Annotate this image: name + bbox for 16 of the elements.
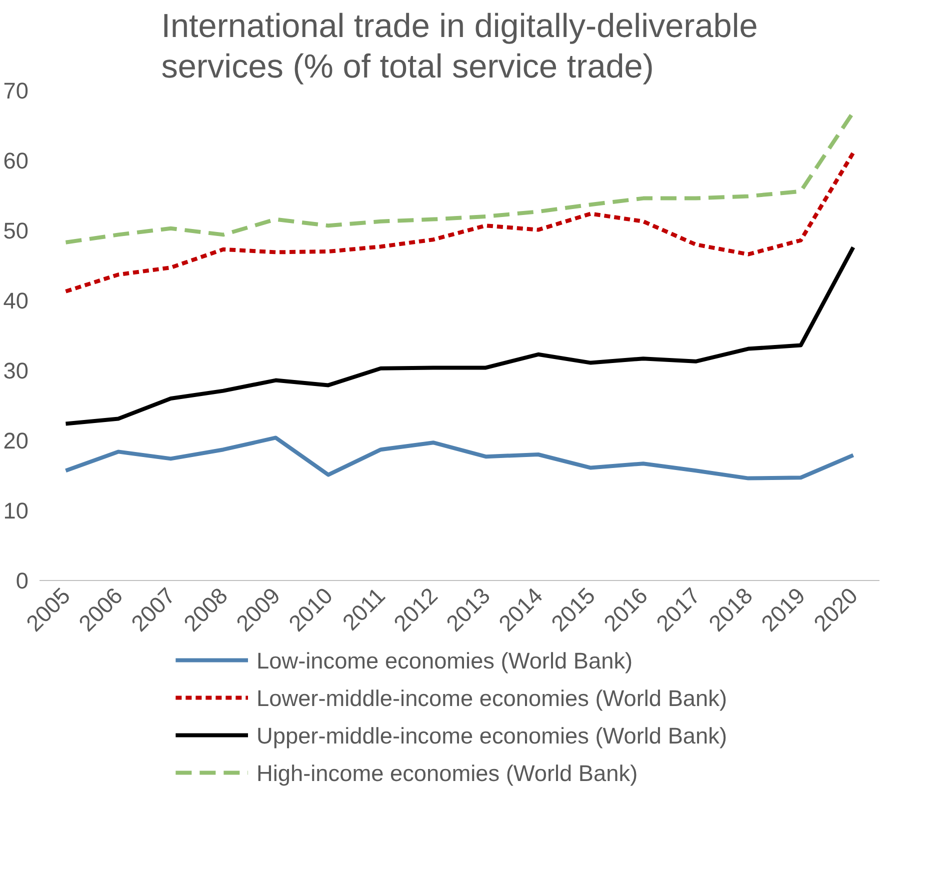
y-tick-label: 60	[3, 148, 28, 174]
line-series	[64, 436, 856, 480]
y-tick-label: 70	[3, 78, 28, 104]
line-series	[64, 245, 856, 426]
chart-title: International trade in digitally-deliverable services (% of total service trade)	[161, 8, 758, 86]
legend-label: High-income economies (World Bank)	[256, 760, 638, 786]
y-tick-label: 40	[3, 288, 28, 314]
y-tick-label: 50	[3, 218, 28, 244]
y-tick-label: 10	[3, 498, 28, 524]
legend-label: Low-income economies (World Bank)	[256, 647, 633, 674]
legend-label: Lower-middle-income economies (World Bank)	[256, 684, 728, 711]
legend-label: Upper-middle-income economies (World Bank)	[256, 722, 728, 748]
y-tick-label: 20	[3, 428, 28, 454]
line-series	[64, 150, 856, 294]
y-tick-label: 0	[16, 568, 29, 594]
y-tick-label: 30	[3, 358, 28, 384]
